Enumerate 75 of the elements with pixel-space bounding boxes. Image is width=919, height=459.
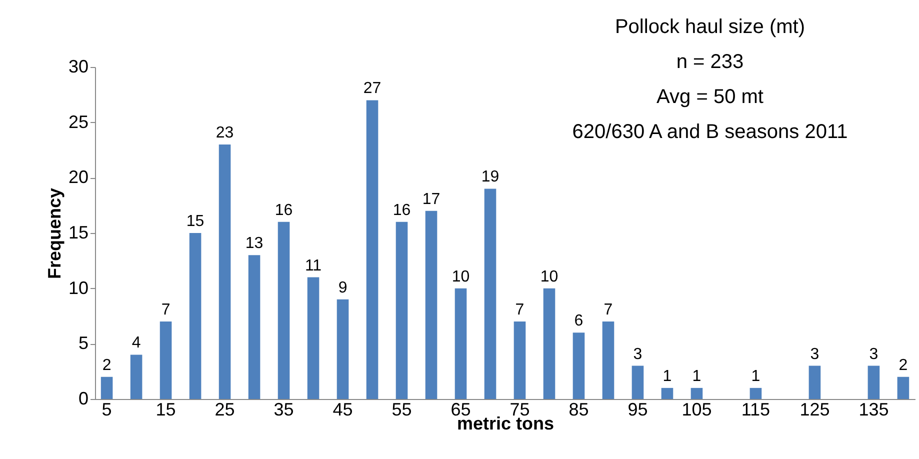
y-tick-label: 20: [68, 167, 88, 188]
x-tick-label: 115: [741, 400, 770, 420]
bar: [307, 277, 320, 399]
bar: [278, 222, 290, 399]
bar: [100, 376, 113, 399]
chart-title: Pollock haul size (mt): [614, 16, 806, 38]
data-label: 16: [274, 202, 293, 219]
bar: [484, 188, 496, 399]
data-label: 1: [692, 368, 702, 385]
data-label: 4: [132, 334, 141, 352]
data-label: 2: [898, 356, 908, 374]
annotation: n = 233: [676, 51, 744, 73]
annotation: Avg = 50 mt: [656, 86, 764, 108]
x-tick-label: 55: [392, 400, 412, 420]
y-tick-label: 0: [78, 388, 88, 408]
x-tick-label: 135: [858, 400, 889, 420]
bar: [454, 288, 467, 399]
x-tick-label: 25: [214, 400, 235, 420]
data-label: 11: [304, 257, 322, 274]
bar: [543, 288, 556, 399]
data-label: 15: [186, 213, 204, 230]
data-label: 17: [422, 190, 440, 208]
data-label: 7: [604, 302, 613, 319]
x-tick-label: 95: [628, 400, 648, 420]
y-tick-label: 10: [68, 278, 88, 298]
data-label: 19: [481, 168, 500, 186]
x-tick-label: 35: [274, 400, 294, 420]
data-label: 2: [102, 356, 112, 374]
bar: [130, 354, 142, 399]
data-label: 27: [363, 80, 382, 98]
x-tick-label: 5: [102, 400, 112, 420]
bar: [632, 366, 644, 399]
data-label: 6: [574, 312, 584, 330]
data-label: 10: [452, 268, 470, 286]
bar: [336, 299, 349, 399]
y-tick-label: 30: [68, 56, 88, 76]
x-tick-label: 15: [156, 400, 176, 420]
bar: [661, 388, 674, 399]
data-label: 3: [869, 346, 878, 363]
data-label: 23: [216, 124, 234, 142]
bar: [514, 322, 526, 399]
x-tick-label: 45: [332, 400, 353, 420]
x-tick-label: 85: [568, 400, 589, 420]
bar: [572, 332, 585, 399]
bar: [602, 322, 614, 399]
bar: [366, 100, 378, 399]
data-label: 9: [338, 279, 348, 296]
y-tick-label: 15: [68, 222, 88, 242]
bar: [396, 222, 408, 399]
data-label: 1: [751, 368, 760, 385]
data-label: 10: [540, 268, 558, 286]
y-axis-title: Frequency: [44, 188, 64, 280]
data-label: 7: [515, 302, 524, 319]
data-label: 3: [633, 346, 642, 363]
bar: [218, 144, 231, 399]
y-tick-label: 5: [78, 333, 88, 354]
bar: [690, 388, 703, 399]
bar: [868, 366, 880, 399]
x-tick-label: 105: [682, 400, 712, 420]
x-tick-label: 125: [800, 400, 830, 420]
annotation: 620/630 A and B seasons 2011: [572, 121, 848, 143]
y-tick-label: 25: [68, 112, 88, 132]
bar: [160, 322, 172, 399]
bar: [425, 210, 438, 399]
bar: [750, 388, 762, 399]
data-label: 3: [810, 346, 820, 363]
data-label: 13: [245, 235, 264, 252]
data-label: 16: [392, 202, 411, 219]
bar: [248, 255, 260, 399]
data-label: 7: [161, 302, 170, 319]
data-label: 1: [662, 368, 672, 385]
x-tick-label: 65: [450, 400, 471, 420]
bar: [189, 233, 202, 399]
bar: [897, 376, 910, 399]
bar: [808, 366, 821, 399]
